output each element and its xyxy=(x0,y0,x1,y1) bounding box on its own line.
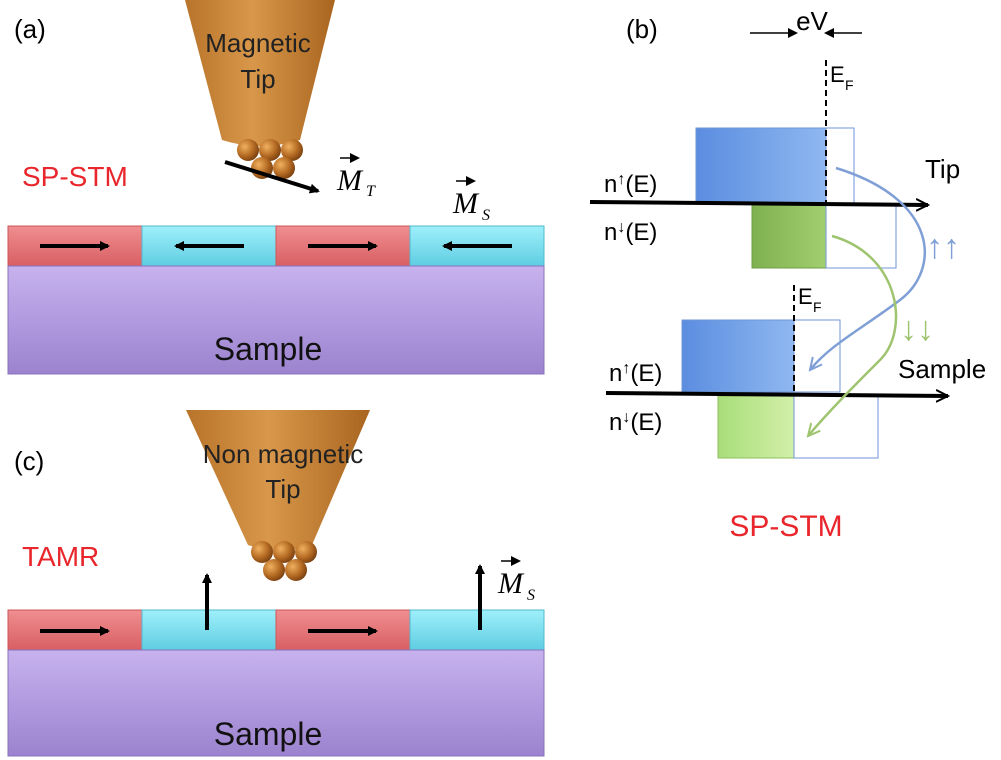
method-label-tamr: TAMR xyxy=(22,541,99,572)
tip-atom xyxy=(285,559,307,581)
tip-dos-up-label: n↑(E) xyxy=(604,171,657,198)
tip-atom xyxy=(259,139,281,161)
svg-text:E: E xyxy=(798,284,813,309)
tip-axis-label: Tip xyxy=(925,154,960,184)
sample-label: Sample xyxy=(214,716,323,752)
bias-marker: eV xyxy=(750,6,862,38)
sample-dos-down-label: n↓(E) xyxy=(609,409,662,436)
sample-dos: E F xyxy=(681,284,879,459)
tip-dos-down-label: n↓(E) xyxy=(604,219,657,246)
svg-text:M: M xyxy=(336,164,364,197)
svg-text:T: T xyxy=(366,183,376,200)
tip-fermi-label: E F xyxy=(830,62,854,93)
svg-text:S: S xyxy=(527,587,535,604)
tip-atom xyxy=(251,541,273,563)
sample-axis-label: Sample xyxy=(898,354,986,384)
svg-text:n↑(E): n↑(E) xyxy=(604,171,657,198)
sample-dos-up-label: n↑(E) xyxy=(609,360,662,387)
tip-atom xyxy=(295,541,317,563)
domain-layer xyxy=(7,225,545,267)
svg-text:F: F xyxy=(813,299,822,315)
sample-moment-label: M S xyxy=(497,556,535,604)
panel-a-letter: (a) xyxy=(14,14,46,44)
panel-b-letter: (b) xyxy=(626,14,658,44)
svg-text:E: E xyxy=(830,62,845,87)
sample-fermi-label: E F xyxy=(798,284,822,315)
sample-spin-down-filled xyxy=(717,395,795,459)
tip-spin-down-empty xyxy=(825,203,897,269)
method-label-sp-stm: SP-STM xyxy=(22,161,128,192)
sample-spin-up-empty xyxy=(793,319,841,393)
sample-energy-axis xyxy=(605,393,948,396)
panel-c-letter: (c) xyxy=(14,446,44,476)
spin-down-channel-arrows: ↓↓ xyxy=(900,310,934,348)
substrate xyxy=(7,649,545,757)
tip-atom xyxy=(237,139,259,161)
tip-atom xyxy=(273,541,295,563)
tip-label-line2: Tip xyxy=(240,64,275,94)
panel-b-caption: SP-STM xyxy=(729,510,842,543)
tip-spin-up-filled xyxy=(695,127,827,205)
tip-atom xyxy=(263,559,285,581)
sample-spin-up-filled xyxy=(681,319,795,393)
non-magnetic-tip xyxy=(186,410,370,581)
tip-spin-up-empty xyxy=(825,127,855,205)
tip-label-line2: Tip xyxy=(265,474,300,504)
svg-text:n↓(E): n↓(E) xyxy=(609,409,662,436)
tip-dos: E F xyxy=(695,60,897,269)
tip-atom xyxy=(281,139,303,161)
svg-text:n↑(E): n↑(E) xyxy=(609,360,662,387)
svg-text:S: S xyxy=(482,207,490,224)
domain-layer xyxy=(7,564,545,651)
svg-text:M: M xyxy=(452,187,480,220)
tip-moment-arrow xyxy=(224,160,320,194)
svg-text:M: M xyxy=(497,567,525,600)
spin-up-tunneling-arrow xyxy=(810,166,926,370)
panel-b: (b) eV E F Tip n↑(E) n↓(E) xyxy=(589,6,986,543)
tip-label-line1: Magnetic xyxy=(205,28,311,58)
panel-c: (c) Non magnetic Tip TAMR M S xyxy=(7,410,545,757)
tip-atom xyxy=(273,157,295,179)
tip-energy-axis xyxy=(589,202,928,205)
magnetic-tip xyxy=(185,0,335,179)
domain-cyan xyxy=(409,609,545,651)
svg-text:F: F xyxy=(845,77,854,93)
tip-label-line1: Non magnetic xyxy=(203,439,363,469)
sample-label: Sample xyxy=(214,331,323,367)
spin-up-channel-arrows: ↑↑ xyxy=(926,228,960,266)
panel-a: (a) Magnetic Tip M T SP-STM M S xyxy=(7,0,545,375)
bias-label: eV xyxy=(796,6,828,36)
svg-text:n↓(E): n↓(E) xyxy=(604,219,657,246)
substrate xyxy=(7,265,545,375)
tip-moment-label: M T xyxy=(336,153,376,200)
sample-moment-label: M S xyxy=(452,176,490,224)
tip-spin-down-filled xyxy=(751,203,827,269)
spin-down-tunneling-arrow xyxy=(808,234,898,436)
